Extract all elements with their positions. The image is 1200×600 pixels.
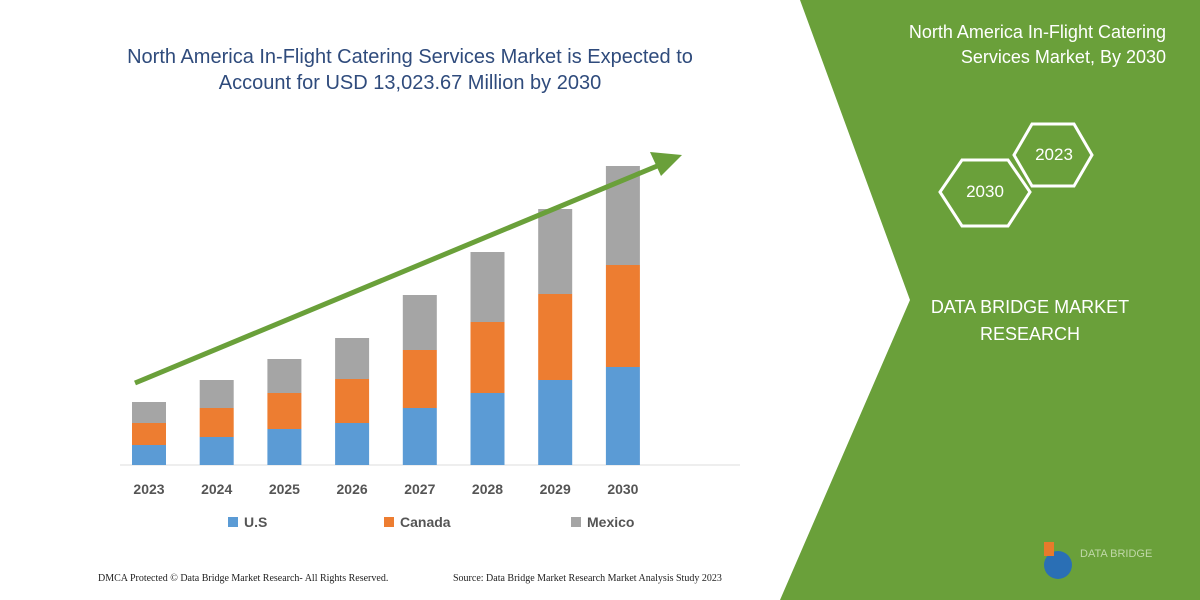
legend-item-canada: Canada <box>384 514 451 530</box>
bar-segment-canada-2030 <box>605 265 640 367</box>
logo-icon <box>1044 551 1072 579</box>
chart-title: North America In-Flight Catering Service… <box>127 46 693 94</box>
hex-label-2023: 2023 <box>1035 145 1073 164</box>
bar-segment-mexico-2025 <box>267 359 302 393</box>
bar-segment-canada-2024 <box>199 408 234 437</box>
legend-item-us: U.S <box>228 514 267 530</box>
trend-arrow-line <box>134 161 663 386</box>
hexagon-2030-icon <box>938 158 1032 228</box>
x-tick-label: 2023 <box>133 481 164 497</box>
stacked-bar-chart: 2023 2024 2025 2026 2027 2028 2029 2030 <box>120 152 740 497</box>
bar-segment-mexico-2028 <box>470 252 505 322</box>
bar-segment-us-2023 <box>132 445 166 465</box>
legend-swatch <box>384 517 394 527</box>
source-note: Source: Data Bridge Market Research Mark… <box>453 573 722 584</box>
bar-segment-us-2030 <box>605 367 640 465</box>
bar-segment-us-2027 <box>402 408 437 465</box>
bar-segment-mexico-2027 <box>402 295 437 350</box>
x-tick-label: 2027 <box>404 481 435 497</box>
bar-segment-canada-2023 <box>132 423 166 445</box>
bar-segment-mexico-2029 <box>538 209 573 294</box>
logo-mark-icon <box>1044 542 1054 556</box>
x-tick-label: 2024 <box>201 481 232 497</box>
bar-segment-us-2028 <box>470 393 505 465</box>
legend-label: U.S <box>244 514 268 530</box>
dmca-notice: DMCA Protected © Data Bridge Market Rese… <box>98 573 389 584</box>
legend-swatch <box>228 517 238 527</box>
bar-segment-canada-2029 <box>538 294 573 380</box>
trend-arrow-head-icon <box>650 152 682 176</box>
x-tick-label: 2026 <box>337 481 368 497</box>
legend-label: Canada <box>400 514 451 530</box>
x-tick-label: 2030 <box>607 481 638 497</box>
bar-segment-us-2029 <box>538 380 573 465</box>
legend-item-mexico: Mexico <box>571 514 634 530</box>
bar-segment-canada-2028 <box>470 322 505 393</box>
bar-segment-canada-2027 <box>402 350 437 408</box>
brand-name: DATA BRIDGE MARKET RESEARCH <box>930 297 1130 344</box>
bar-segment-mexico-2026 <box>335 338 370 379</box>
logo-text: DATA BRIDGE <box>1080 548 1153 560</box>
green-side-panel <box>780 0 1200 600</box>
hexagon-2023-icon <box>1012 122 1094 188</box>
bar-segment-mexico-2023 <box>132 402 166 423</box>
legend-label: Mexico <box>587 514 635 530</box>
legend-swatch <box>571 517 581 527</box>
x-tick-label: 2028 <box>472 481 503 497</box>
bar-segment-us-2025 <box>267 429 302 465</box>
bar-segment-mexico-2024 <box>199 380 234 408</box>
side-panel-title: North America In-Flight Catering Service… <box>908 22 1166 67</box>
x-tick-label: 2025 <box>269 481 300 497</box>
x-tick-label: 2029 <box>540 481 571 497</box>
bar-segment-canada-2026 <box>335 379 370 423</box>
bar-segment-canada-2025 <box>267 393 302 429</box>
bar-segment-us-2024 <box>199 437 234 465</box>
hex-label-2030: 2030 <box>966 182 1004 201</box>
bar-segment-us-2026 <box>335 423 370 465</box>
